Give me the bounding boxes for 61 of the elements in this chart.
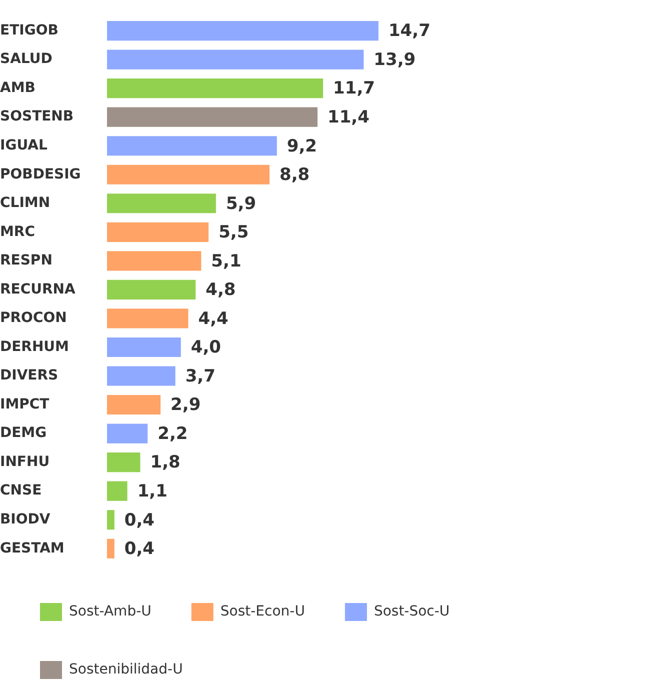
y-tick-label: MRC xyxy=(0,224,35,240)
bar xyxy=(107,136,277,156)
bar xyxy=(107,538,114,558)
bar xyxy=(107,452,140,472)
y-tick-label: DERHUM xyxy=(0,338,69,355)
y-tick-label: CLIMN xyxy=(0,195,50,212)
y-tick-label: DEMG xyxy=(0,425,47,442)
y-tick-label: DIVERS xyxy=(0,368,58,384)
bar xyxy=(107,510,114,530)
legend-label: Sost-Econ-U xyxy=(220,604,305,620)
legend-label: Sost-Amb-U xyxy=(69,604,152,620)
bar xyxy=(107,337,181,358)
data-label: 4,0 xyxy=(190,338,222,358)
data-label: 3,7 xyxy=(185,366,216,386)
data-label: 2,2 xyxy=(158,424,188,444)
y-tick-label: AMB xyxy=(0,80,36,96)
data-label: 5,9 xyxy=(226,194,256,214)
bar xyxy=(107,222,209,242)
bar xyxy=(107,78,324,98)
bar xyxy=(107,194,216,214)
bar xyxy=(107,394,161,415)
bar xyxy=(107,280,196,300)
data-label: 13,9 xyxy=(374,50,416,70)
data-label: 1,1 xyxy=(137,482,168,502)
bar xyxy=(107,21,378,41)
y-tick-label: RESPN xyxy=(0,252,52,269)
data-label: 9,2 xyxy=(286,136,318,156)
data-label: 5,1 xyxy=(211,251,242,272)
bar xyxy=(107,251,202,271)
data-label: 11,7 xyxy=(333,78,376,99)
bar xyxy=(107,50,364,70)
bar xyxy=(107,366,176,386)
y-tick-label: INFHU xyxy=(0,454,50,470)
bar xyxy=(107,424,148,444)
y-tick-label: SALUD xyxy=(0,51,52,68)
data-label: 0,4 xyxy=(124,539,155,560)
y-tick-label: SOSTENB xyxy=(0,108,74,125)
data-label: 14,7 xyxy=(388,21,430,42)
bar xyxy=(107,164,270,184)
bar xyxy=(107,107,318,127)
bar xyxy=(107,481,128,501)
data-label: 2,9 xyxy=(170,395,201,416)
y-tick-label: ETIGOB xyxy=(0,22,58,38)
y-tick-label: CNSE xyxy=(0,482,42,499)
y-tick-label: GESTAM xyxy=(0,540,64,556)
data-label: 4,8 xyxy=(206,280,236,300)
y-tick-label: RECURNA xyxy=(0,281,76,298)
y-tick-label: BIODV xyxy=(0,511,50,528)
data-label: 0,4 xyxy=(124,510,155,530)
data-label: 4,4 xyxy=(198,308,229,329)
y-tick-label: IGUAL xyxy=(0,138,48,154)
legend-label: Sost-Soc-U xyxy=(374,604,450,620)
y-tick-label: PROCON xyxy=(0,310,67,326)
data-label: 1,8 xyxy=(150,452,180,473)
data-label: 5,5 xyxy=(218,222,249,243)
y-tick-label: POBDESIG xyxy=(0,166,81,182)
legend-label: Sostenibilidad-U xyxy=(69,662,183,678)
data-label: 8,8 xyxy=(280,165,310,186)
bar xyxy=(107,308,188,328)
data-label: 11,4 xyxy=(328,108,370,128)
y-tick-label: IMPCT xyxy=(0,396,50,412)
